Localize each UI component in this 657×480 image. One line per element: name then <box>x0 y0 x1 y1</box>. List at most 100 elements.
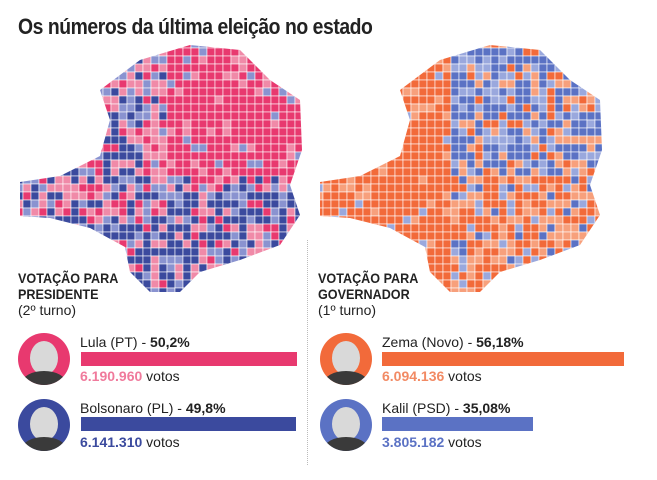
municipality <box>346 183 356 193</box>
municipality <box>578 167 588 177</box>
municipality <box>174 255 184 265</box>
municipality <box>578 279 588 289</box>
municipality <box>594 175 602 185</box>
municipality <box>474 191 484 201</box>
municipality <box>110 55 120 65</box>
municipality <box>206 63 216 73</box>
municipality <box>426 47 436 57</box>
municipality <box>530 199 540 209</box>
municipality <box>190 231 200 241</box>
municipality <box>118 215 128 225</box>
municipality <box>70 183 80 193</box>
municipality <box>286 159 296 169</box>
municipality <box>466 183 476 193</box>
municipality <box>346 159 356 169</box>
municipality <box>466 79 476 89</box>
municipality <box>506 207 516 217</box>
municipality <box>338 223 348 233</box>
municipality <box>206 231 216 241</box>
municipality <box>134 45 144 49</box>
municipality <box>474 223 484 233</box>
municipality <box>450 287 460 292</box>
municipality <box>474 167 484 177</box>
municipality <box>490 135 500 145</box>
municipality <box>86 47 96 57</box>
municipality <box>110 247 120 257</box>
municipality <box>378 191 388 201</box>
municipality <box>270 215 280 225</box>
municipality <box>150 95 160 105</box>
municipality <box>62 159 72 169</box>
municipality <box>434 63 444 73</box>
municipality <box>450 207 460 217</box>
municipality <box>320 207 324 217</box>
municipality <box>442 63 452 73</box>
municipality <box>562 71 572 81</box>
municipality <box>466 111 476 121</box>
municipality <box>20 223 24 233</box>
municipality <box>346 247 356 257</box>
municipality <box>434 215 444 225</box>
municipality <box>594 167 602 177</box>
municipality <box>322 55 332 65</box>
municipality <box>78 119 88 129</box>
municipality <box>30 119 40 129</box>
municipality <box>402 231 412 241</box>
municipality <box>522 287 532 292</box>
municipality <box>254 231 264 241</box>
municipality <box>134 223 144 233</box>
municipality <box>270 207 280 217</box>
municipality <box>62 199 72 209</box>
municipality <box>110 143 120 153</box>
municipality <box>230 207 240 217</box>
municipality <box>354 45 364 49</box>
municipality <box>190 263 200 273</box>
municipality <box>54 199 64 209</box>
municipality <box>402 103 412 113</box>
municipality <box>514 55 524 65</box>
municipality <box>142 47 152 57</box>
municipality <box>554 231 564 241</box>
municipality <box>506 55 516 65</box>
municipality <box>294 151 302 161</box>
municipality <box>586 47 596 57</box>
municipality <box>522 143 532 153</box>
municipality <box>230 255 240 265</box>
municipality <box>38 247 48 257</box>
municipality <box>594 111 602 121</box>
municipality <box>142 279 152 289</box>
municipality <box>102 71 112 81</box>
municipality <box>303 104 311 112</box>
municipality <box>70 143 80 153</box>
municipality <box>594 223 602 233</box>
municipality <box>546 279 556 289</box>
municipality <box>222 279 232 289</box>
municipality <box>450 279 460 289</box>
municipality <box>294 167 302 177</box>
president-heading: VOTAÇÃO PARA PRESIDENTE <box>18 270 118 302</box>
municipality <box>94 167 104 177</box>
municipality <box>378 135 388 145</box>
municipality <box>38 215 48 225</box>
municipality <box>102 223 112 233</box>
municipality <box>458 135 468 145</box>
municipality <box>190 247 200 257</box>
municipality <box>190 167 200 177</box>
municipality <box>118 263 128 273</box>
municipality <box>474 71 484 81</box>
municipality <box>286 119 296 129</box>
municipality <box>214 231 224 241</box>
municipality <box>434 175 444 185</box>
municipality <box>522 119 532 129</box>
municipality <box>78 231 88 241</box>
municipality <box>182 215 192 225</box>
municipality <box>286 239 296 249</box>
municipality <box>418 279 428 289</box>
municipality <box>482 135 492 145</box>
municipality <box>190 159 200 169</box>
municipality <box>562 103 572 113</box>
municipality <box>530 271 540 281</box>
municipality <box>134 279 144 289</box>
municipality <box>410 167 420 177</box>
municipality <box>578 143 588 153</box>
